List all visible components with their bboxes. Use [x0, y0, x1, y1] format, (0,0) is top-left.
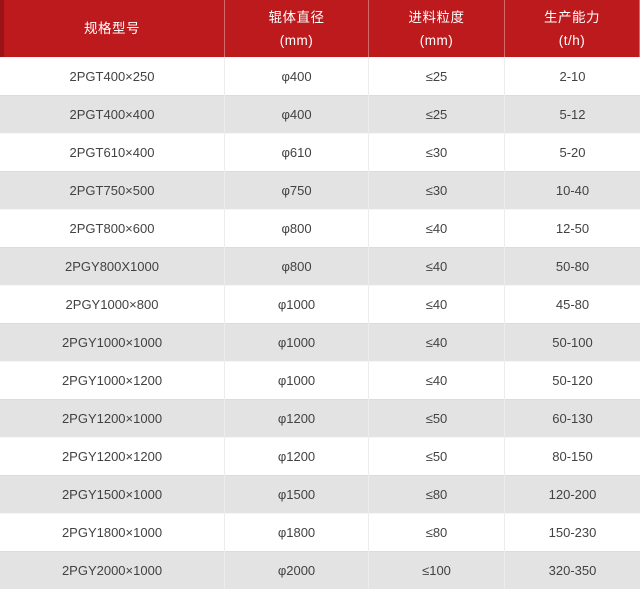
cell-model: 2PGY1800×1000 — [61, 524, 163, 540]
cell-feed-size: ≤40 — [368, 323, 504, 361]
cell-feed-size: ≤40 — [368, 285, 504, 323]
cell-model: 2PGY1200×1200 — [61, 448, 163, 464]
cell-model: 2PGY1000×800 — [65, 296, 159, 312]
cell-capacity: 60-130 — [504, 399, 640, 437]
cell-diameter: φ400 — [224, 57, 368, 95]
cell-feed-size: ≤80 — [368, 475, 504, 513]
header-label-model: 规格型号 — [84, 21, 140, 36]
cell-model: 2PGY800X1000 — [65, 258, 159, 274]
header-sub-capacity: (t/h) — [558, 32, 586, 48]
table-row: 2PGY800X1000 φ800 ≤40 50-80 — [0, 247, 640, 285]
table-row: 2PGT400×250 φ400 ≤25 2-10 — [0, 57, 640, 95]
cell-feed-size: ≤40 — [368, 361, 504, 399]
cell-capacity: 120-200 — [504, 475, 640, 513]
table-row: 2PGY2000×1000 φ2000 ≤100 320-350 — [0, 551, 640, 589]
table-row: 2PGY1200×1200 φ1200 ≤50 80-150 — [0, 437, 640, 475]
cell-diameter: φ750 — [224, 171, 368, 209]
header-label-capacity: 生产能力 — [544, 9, 600, 25]
cell-model: 2PGY1200×1000 — [61, 410, 163, 426]
cell-diameter: φ1500 — [224, 475, 368, 513]
cell-capacity: 80-150 — [504, 437, 640, 475]
cell-model: 2PGY1000×1000 — [61, 334, 163, 350]
cell-diameter: φ1000 — [224, 361, 368, 399]
cell-model: 2PGT400×400 — [69, 106, 155, 122]
cell-diameter: φ2000 — [224, 551, 368, 589]
cell-capacity: 12-50 — [504, 209, 640, 247]
table-row: 2PGY1000×1200 φ1000 ≤40 50-120 — [0, 361, 640, 399]
cell-model: 2PGT750×500 — [69, 182, 155, 198]
cell-model: 2PGT400×250 — [69, 68, 155, 84]
cell-feed-size: ≤30 — [368, 171, 504, 209]
header-label-diameter: 辊体直径 — [268, 9, 325, 25]
cell-capacity: 50-100 — [504, 323, 640, 361]
cell-feed-size: ≤80 — [368, 513, 504, 551]
header-cell-model: 规格型号 — [0, 0, 224, 57]
header-cell-feed-size: 进料粒度 (mm) — [368, 0, 504, 57]
table-row: 2PGY1000×1000 φ1000 ≤40 50-100 — [0, 323, 640, 361]
cell-diameter: φ1000 — [224, 285, 368, 323]
cell-feed-size: ≤100 — [368, 551, 504, 589]
table-row: 2PGT800×600 φ800 ≤40 12-50 — [0, 209, 640, 247]
cell-model: 2PGY1000×1200 — [61, 372, 163, 388]
cell-capacity: 50-120 — [504, 361, 640, 399]
cell-feed-size: ≤30 — [368, 133, 504, 171]
cell-capacity: 50-80 — [504, 247, 640, 285]
cell-diameter: φ1800 — [224, 513, 368, 551]
cell-model: 2PGT610×400 — [69, 144, 155, 160]
table-row: 2PGY1000×800 φ1000 ≤40 45-80 — [0, 285, 640, 323]
cell-feed-size: ≤50 — [368, 437, 504, 475]
table-row: 2PGT400×400 φ400 ≤25 5-12 — [0, 95, 640, 133]
cell-feed-size: ≤25 — [368, 57, 504, 95]
cell-capacity: 150-230 — [504, 513, 640, 551]
cell-capacity: 45-80 — [504, 285, 640, 323]
cell-feed-size: ≤40 — [368, 209, 504, 247]
cell-capacity: 5-20 — [504, 133, 640, 171]
cell-capacity: 320-350 — [504, 551, 640, 589]
cell-capacity: 5-12 — [504, 95, 640, 133]
cell-diameter: φ1000 — [224, 323, 368, 361]
cell-diameter: φ800 — [224, 209, 368, 247]
cell-feed-size: ≤50 — [368, 399, 504, 437]
cell-model: 2PGT800×600 — [69, 220, 155, 236]
cell-diameter: φ1200 — [224, 399, 368, 437]
table-header: 规格型号 辊体直径 (mm) 进料粒度 (mm) 生产能力 (t/h) — [0, 0, 640, 57]
cell-diameter: φ400 — [224, 95, 368, 133]
table-row: 2PGY1800×1000 φ1800 ≤80 150-230 — [0, 513, 640, 551]
table-row: 2PGY1500×1000 φ1500 ≤80 120-200 — [0, 475, 640, 513]
table-row: 2PGT610×400 φ610 ≤30 5-20 — [0, 133, 640, 171]
table-row: 2PGT750×500 φ750 ≤30 10-40 — [0, 171, 640, 209]
cell-diameter: φ610 — [224, 133, 368, 171]
cell-model: 2PGY1500×1000 — [61, 486, 163, 502]
table-body: 2PGT400×250 φ400 ≤25 2-10 2PGT400×400 φ4… — [0, 57, 640, 589]
header-cell-diameter: 辊体直径 (mm) — [224, 0, 368, 57]
cell-model: 2PGY2000×1000 — [61, 562, 163, 578]
cell-diameter: φ800 — [224, 247, 368, 285]
table-row: 2PGY1200×1000 φ1200 ≤50 60-130 — [0, 399, 640, 437]
cell-feed-size: ≤40 — [368, 247, 504, 285]
header-cell-capacity: 生产能力 (t/h) — [504, 0, 640, 57]
cell-capacity: 10-40 — [504, 171, 640, 209]
header-label-feed-size: 进料粒度 — [408, 9, 465, 25]
header-sub-diameter: (mm) — [279, 32, 314, 48]
header-sub-feed-size: (mm) — [419, 32, 454, 48]
cell-capacity: 2-10 — [504, 57, 640, 95]
cell-feed-size: ≤25 — [368, 95, 504, 133]
cell-diameter: φ1200 — [224, 437, 368, 475]
